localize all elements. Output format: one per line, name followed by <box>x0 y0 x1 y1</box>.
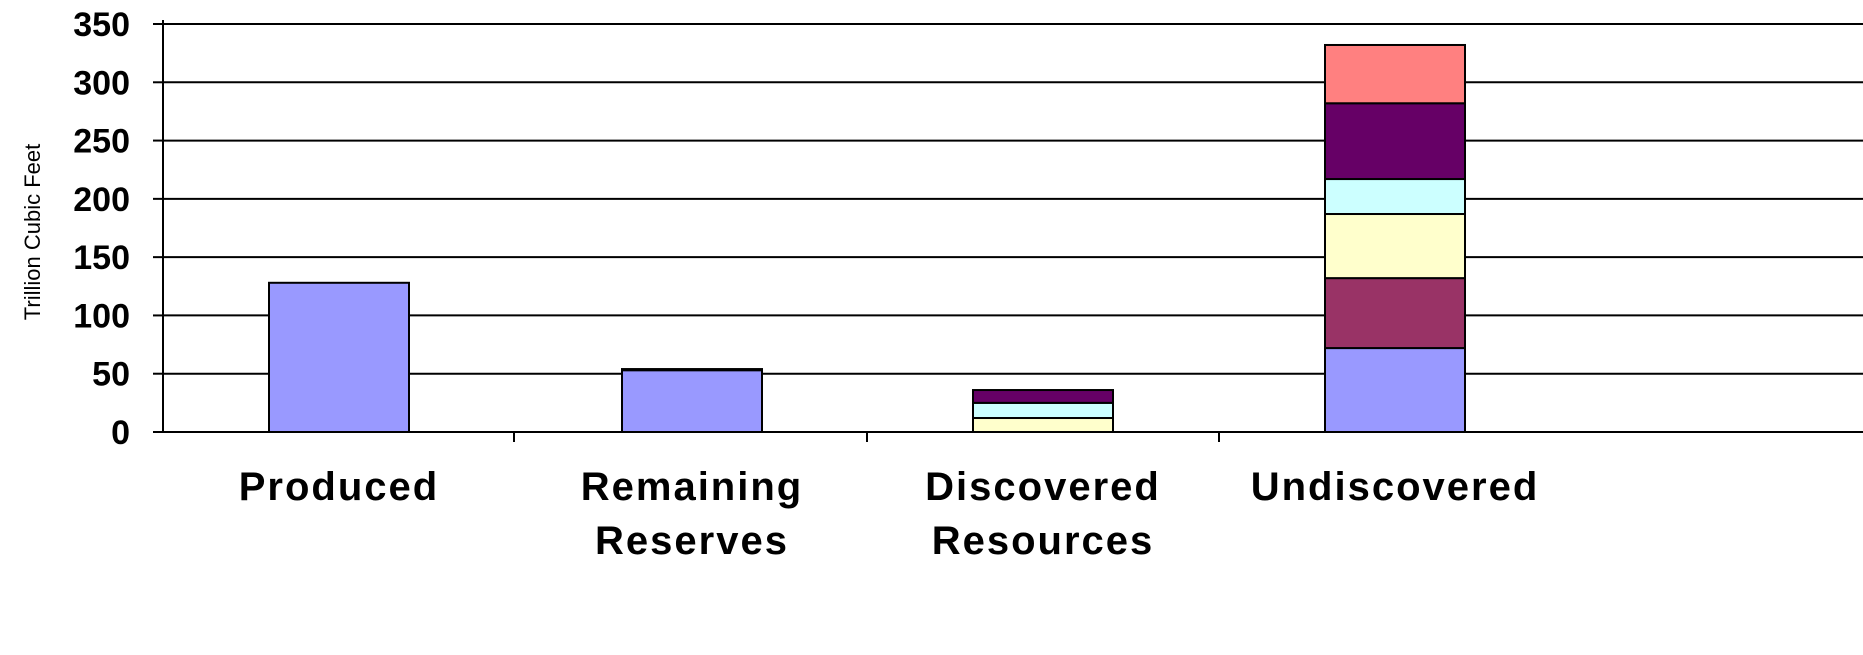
category-label-line: Resources <box>932 519 1155 563</box>
bars <box>268 43 1466 433</box>
y-tick-label: 150 <box>73 239 130 277</box>
y-tick-label: 50 <box>92 356 130 394</box>
bar-segment <box>1324 43 1466 105</box>
y-tick-label: 0 <box>111 414 130 452</box>
bar-segment <box>972 389 1114 404</box>
gridlines <box>163 23 1863 375</box>
y-tick-labels: 0 50 100 150 200 250 300 350 <box>73 6 130 452</box>
y-tick-label: 300 <box>73 64 130 102</box>
y-tick-label: 250 <box>73 123 130 161</box>
category-labels: Produced Remaining Reserves Discovered Resou… <box>239 465 1540 563</box>
y-axis-title: Trillion Cubic Feet <box>20 144 45 320</box>
category-label-line: Reserves <box>595 519 789 563</box>
category-label: Produced <box>239 465 439 509</box>
category-label-line: Discovered <box>925 465 1161 509</box>
category-label: Remaining Reserves <box>581 465 803 563</box>
bar-segment <box>1324 347 1466 433</box>
category-label-line: Remaining <box>581 465 803 509</box>
bar-segment <box>621 368 763 372</box>
bar-segment <box>268 281 410 433</box>
y-tick-label: 200 <box>73 181 130 219</box>
y-tick-label: 350 <box>73 6 130 44</box>
category-label: Discovered Resources <box>925 465 1161 563</box>
category-label-line: Produced <box>239 465 439 509</box>
bar-segment <box>972 401 1114 420</box>
bar-segment <box>1324 178 1466 216</box>
bar-segment <box>621 369 763 433</box>
category-label-line: Undiscovered <box>1251 465 1540 509</box>
bar-segment <box>1324 102 1466 181</box>
axes <box>153 20 1863 442</box>
category-label: Undiscovered <box>1251 465 1540 509</box>
bar-segment <box>1324 277 1466 350</box>
bar-segment <box>972 417 1114 433</box>
y-tick-label: 100 <box>73 297 130 335</box>
bar-segment <box>1324 213 1466 280</box>
